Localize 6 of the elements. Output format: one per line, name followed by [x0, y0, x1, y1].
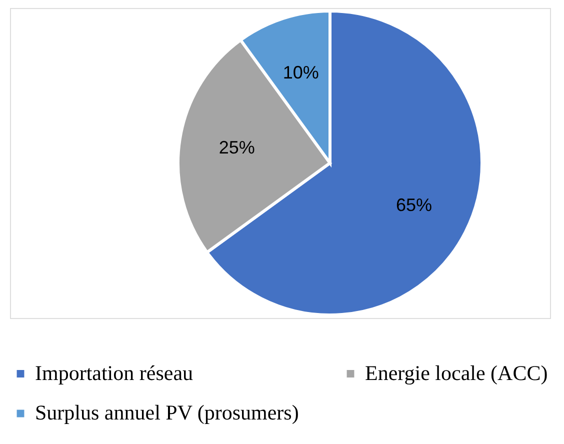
- legend-label: Importation réseau: [35, 360, 194, 385]
- legend-label: Surplus annuel PV (prosumers): [35, 400, 299, 424]
- data-label: 10%: [282, 62, 319, 82]
- data-label: 65%: [396, 194, 432, 215]
- legend-label: Energie locale (ACC): [365, 360, 548, 385]
- data-label: 25%: [218, 137, 255, 158]
